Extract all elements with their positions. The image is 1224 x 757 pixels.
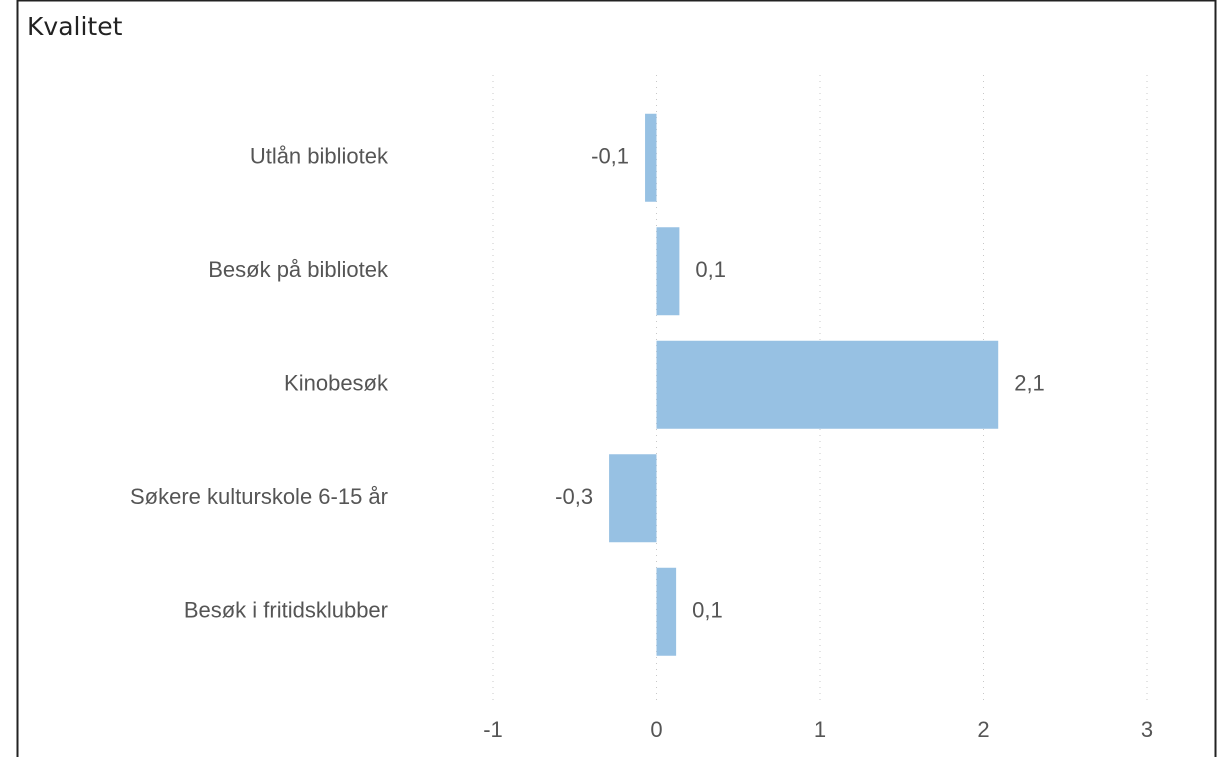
y-tick-label: Søkere kulturskole 6-15 år	[130, 484, 388, 509]
bar	[656, 340, 999, 429]
bar	[656, 567, 677, 656]
data-label: 0,1	[692, 598, 723, 623]
data-label: -0,3	[555, 484, 593, 509]
x-tick-label: 0	[650, 717, 662, 742]
data-label: 0,1	[695, 257, 726, 282]
x-tick-label: 3	[1141, 717, 1153, 742]
bar	[645, 113, 657, 202]
y-tick-label: Utlån bibliotek	[250, 144, 389, 169]
x-tick-label: 2	[977, 717, 989, 742]
frame	[16, 0, 1217, 757]
y-tick-label: Besøk i fritidsklubber	[184, 598, 388, 623]
data-label: -0,1	[591, 144, 629, 169]
y-tick-label: Kinobesøk	[284, 371, 389, 396]
chart-title: Kvalitet	[27, 12, 123, 41]
x-tick-label: 1	[814, 717, 826, 742]
data-label: 2,1	[1014, 371, 1045, 396]
x-tick-label: -1	[483, 717, 503, 742]
bar	[656, 227, 680, 316]
bar	[609, 454, 657, 543]
y-tick-label: Besøk på bibliotek	[208, 257, 389, 282]
